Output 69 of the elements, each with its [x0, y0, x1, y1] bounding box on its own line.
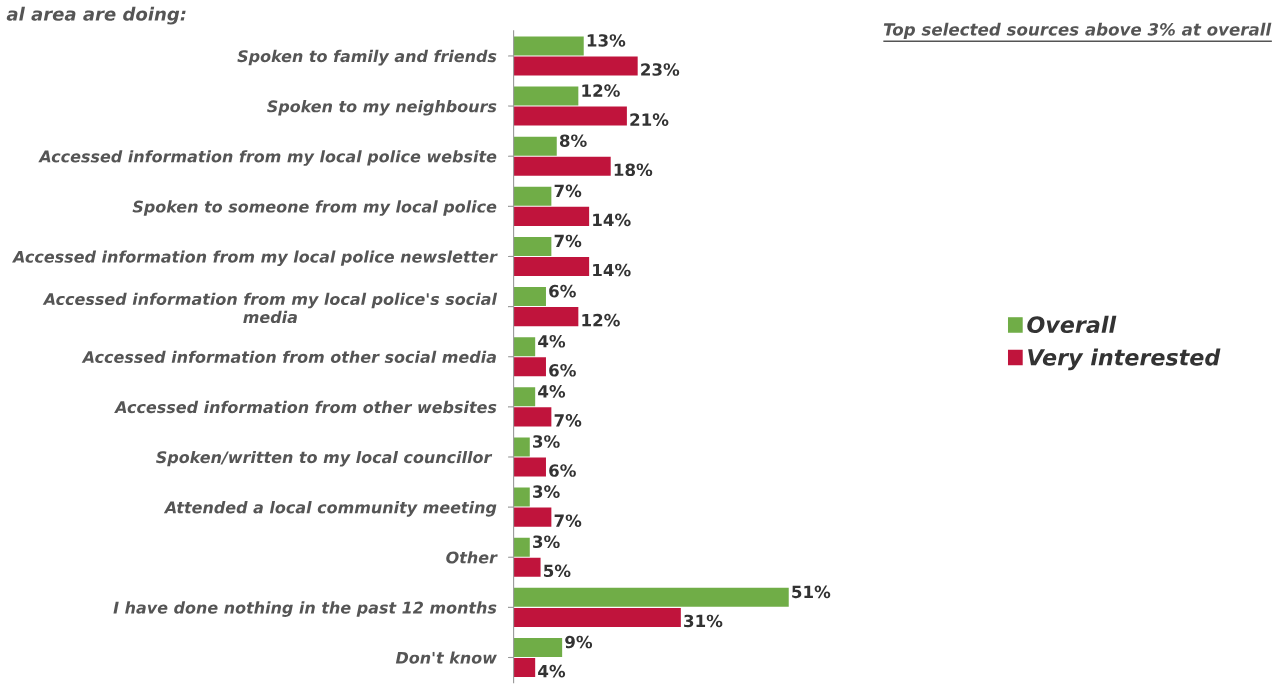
text: Top selected sources above 3% at overall: [883, 22, 1272, 39]
bar: [513, 437, 530, 457]
data-label: 6%: [549, 363, 576, 377]
bar: [513, 186, 552, 206]
data-label: 7%: [554, 514, 582, 527]
data-label: 3%: [533, 535, 560, 549]
data-label: 7%: [554, 414, 582, 427]
bar: [513, 507, 552, 527]
y-tick-label: Accessed information from my local police's social media: [42, 292, 498, 324]
bar: [513, 206, 590, 226]
data-label: 13%: [587, 34, 626, 47]
data-label: 6%: [549, 464, 576, 477]
data-label: 7%: [554, 184, 582, 198]
data-label: 3%: [533, 485, 560, 498]
bar: [513, 637, 563, 657]
data-label: 31%: [684, 614, 723, 628]
legend-label: Overall: [1027, 315, 1117, 334]
bar: [513, 337, 536, 357]
bar: [513, 36, 584, 56]
bar: [513, 607, 681, 627]
data-label: 4%: [538, 334, 566, 348]
bar: [513, 287, 546, 307]
bar: [513, 557, 541, 577]
y-tick-label: Accessed information from my local police newsletter: [12, 250, 498, 266]
legend-label: Very interested: [1028, 348, 1221, 371]
data-label: 51%: [792, 585, 831, 599]
bar: [513, 537, 530, 557]
bar: [513, 56, 638, 76]
data-label: 3%: [533, 435, 560, 448]
y-tick-label: Spoken/written to my local councillor: [156, 450, 493, 467]
bar: [513, 256, 590, 277]
y-tick-label: Don't know: [395, 651, 497, 664]
bar: [513, 236, 552, 256]
bar: [513, 307, 579, 327]
y-tick-label: Accessed information from other websites: [114, 400, 497, 414]
y-tick-label: Accessed information from other social media: [81, 350, 496, 364]
data-label: 8%: [559, 134, 587, 147]
y-tick-label: Spoken to family and friends: [237, 49, 497, 66]
data-label: 7%: [554, 234, 582, 248]
bar: [513, 658, 536, 678]
y-tick-label: Other: [446, 551, 498, 564]
y-tick-label: I have done nothing in the past 12 months: [113, 601, 497, 617]
bar: [513, 106, 627, 126]
data-label: 9%: [565, 635, 593, 649]
bar: [513, 587, 789, 607]
data-label: 12%: [582, 84, 620, 97]
bar: [513, 487, 530, 507]
y-tick-label: Attended a local community meeting: [163, 501, 497, 517]
bar: [513, 156, 611, 176]
text: al area are doing:: [6, 6, 186, 25]
bar: [513, 387, 536, 407]
data-label: 4%: [538, 664, 566, 678]
data-label: 21%: [630, 113, 669, 126]
bar: [513, 457, 546, 477]
bar: [513, 407, 552, 427]
y-tick-label: Spoken to my neighbours: [267, 100, 497, 116]
y-tick-label: Spoken to someone from my local police: [132, 200, 497, 216]
bar: [513, 136, 557, 156]
data-label: 18%: [614, 163, 653, 177]
data-label: 5%: [544, 564, 571, 578]
data-label: 6%: [549, 284, 576, 298]
data-label: 4%: [538, 385, 566, 398]
bar: [513, 357, 546, 377]
data-label: 12%: [582, 313, 620, 327]
y-tick-label: Accessed information from my local police website: [38, 150, 497, 166]
bar: [513, 86, 579, 106]
data-label: 23%: [641, 63, 680, 76]
data-label: 14%: [593, 263, 631, 277]
data-label: 14%: [593, 213, 631, 227]
